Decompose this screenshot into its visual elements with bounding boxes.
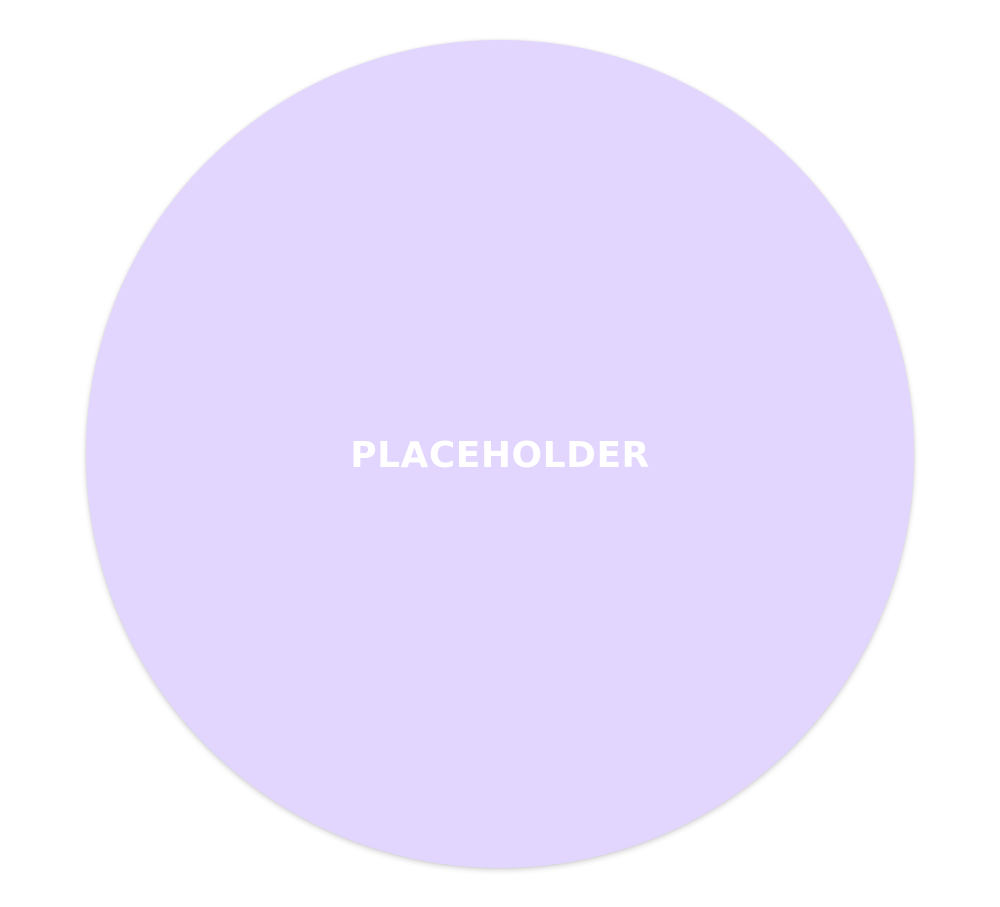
placeholder-circle: PLACEHOLDER	[86, 40, 914, 868]
placeholder-label: PLACEHOLDER	[350, 434, 650, 476]
